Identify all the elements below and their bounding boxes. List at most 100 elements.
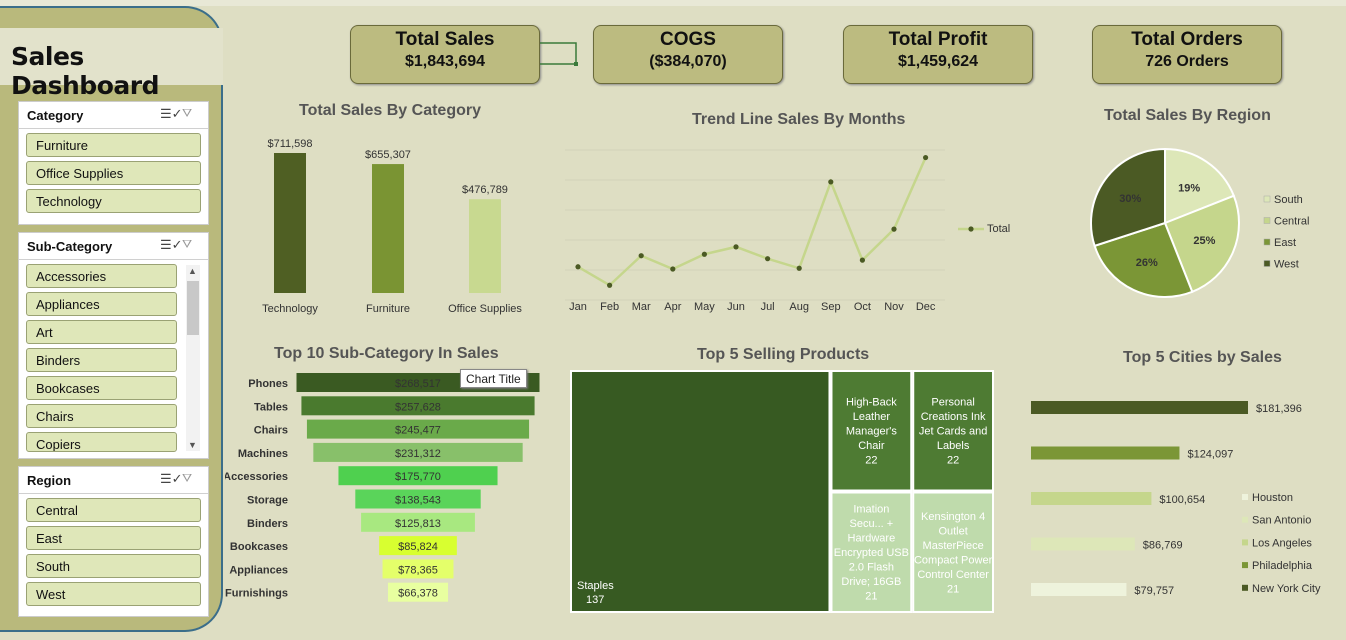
legend-label: Total [987,223,1010,235]
multi-select-icon[interactable]: ☰✓ [160,106,183,121]
data-point [891,226,897,232]
legend-swatch [1242,539,1248,546]
legend-swatch [1263,238,1271,246]
tick-label: Nov [884,301,904,313]
scroll-down-icon[interactable]: ▼ [188,440,197,450]
slicer-item-office-supplies[interactable]: Office Supplies [26,161,201,185]
clear-filter-icon[interactable]: ⛛ [182,106,193,120]
kpi-total-orders: Total Orders 726 Orders [1092,25,1282,84]
data-point [670,266,676,272]
data-label: $100,654 [1159,494,1205,506]
tile-label: Outlet [938,525,967,537]
chart-title-trend: Trend Line Sales By Months [692,111,906,128]
series-line [577,157,927,287]
slicer-item-art[interactable]: Art [26,320,177,344]
data-label: $86,769 [1143,540,1183,552]
clear-filter-icon[interactable]: ⛛ [182,471,193,485]
kpi-label: Total Profit [888,29,988,50]
tick-label: Mar [632,301,651,313]
subcategory-slicer: Sub-Category ☰✓ ⛛ Accessories Appliances… [18,232,209,459]
legend-marker [968,226,974,232]
data-point [607,282,613,288]
scrollbar-thumb[interactable] [187,281,199,335]
legend-swatch [1242,516,1248,523]
tile-label: Kensington 4 [921,511,985,523]
data-label: $78,365 [398,564,438,576]
legend-label: San Antonio [1252,515,1311,527]
tile-label: Drive; 16GB [841,576,901,588]
tick-label: Dec [916,301,936,313]
slice-label: 25% [1193,235,1215,247]
tick-label: Storage [247,495,288,507]
multi-select-icon[interactable]: ☰✓ [160,237,183,252]
slice-label: 19% [1178,183,1200,195]
bar [372,164,404,293]
tick-label: Jun [727,301,745,313]
data-label: $245,477 [395,425,441,437]
data-point [859,257,865,263]
bar [469,199,501,293]
data-label: $476,789 [462,184,508,196]
tile-value: 21 [865,591,877,603]
multi-select-icon[interactable]: ☰✓ [160,471,183,486]
tick-label: Aug [789,301,809,313]
slicer-item-binders[interactable]: Binders [26,348,177,372]
slicer-item-furniture[interactable]: Furniture [26,133,201,157]
tick-label: Phones [248,378,288,390]
data-label: $268,517 [395,378,441,390]
data-point [765,256,771,262]
treemap-tile [912,370,995,492]
kpi-total-profit: Total Profit $1,459,624 [843,25,1033,84]
data-label: $85,824 [398,541,438,553]
funnel-bar [338,466,498,486]
tile-label: Imation [853,504,889,516]
data-point [638,253,644,259]
data-label: $79,757 [1134,585,1174,597]
slicer-item-west[interactable]: West [26,582,201,606]
tile-label: Jet Cards and [919,426,987,438]
tick-label: Bookcases [230,541,288,553]
bar [274,153,306,293]
slicer-item-east[interactable]: East [26,526,201,550]
tile-label: Creations Ink [921,411,986,423]
tile-label: Control Center [917,569,989,581]
legend-label: Central [1274,216,1309,228]
data-point [923,154,929,161]
tile-label: Manager's [846,426,898,438]
tick-label: Apr [664,301,681,313]
legend-label: Houston [1252,492,1293,504]
tile-label: MasterPiece [923,540,984,552]
region-slicer-header: Region ☰✓ ⛛ [19,467,208,494]
legend-swatch [1242,494,1248,500]
data-point [701,251,707,257]
city-bar [1031,583,1127,596]
slicer-item-accessories[interactable]: Accessories [26,264,177,288]
slicer-scrollbar[interactable]: ▲ ▼ [186,265,200,451]
tick-label: Feb [600,301,619,313]
region-slicer-label: Region [27,473,72,488]
funnel-bar [379,536,457,556]
connector-line [540,42,578,66]
slicer-item-copiers[interactable]: Copiers [26,432,177,452]
slicer-item-chairs[interactable]: Chairs [26,404,177,428]
title-box: Sales Dashboard [0,28,223,100]
funnel-bar [301,396,535,416]
funnel-bar [361,512,475,532]
slicer-item-south[interactable]: South [26,554,201,578]
scroll-up-icon[interactable]: ▲ [188,266,197,276]
tick-label: Accessories [225,471,288,483]
slicer-item-technology[interactable]: Technology [26,189,201,213]
tile-value: 22 [865,455,877,467]
tile-label: Leather [853,411,891,423]
slicer-item-bookcases[interactable]: Bookcases [26,376,177,400]
data-point [575,264,581,270]
data-label: $66,378 [398,588,438,600]
tile-label: Hardware [848,533,896,545]
tile-label: Encrypted USB [834,547,909,559]
tile-label: Labels [937,440,970,452]
legend-swatch [1263,260,1271,267]
slicer-item-central[interactable]: Central [26,498,201,522]
tick-label: Sep [821,301,841,313]
clear-filter-icon[interactable]: ⛛ [182,237,193,251]
slicer-item-appliances[interactable]: Appliances [26,292,177,316]
